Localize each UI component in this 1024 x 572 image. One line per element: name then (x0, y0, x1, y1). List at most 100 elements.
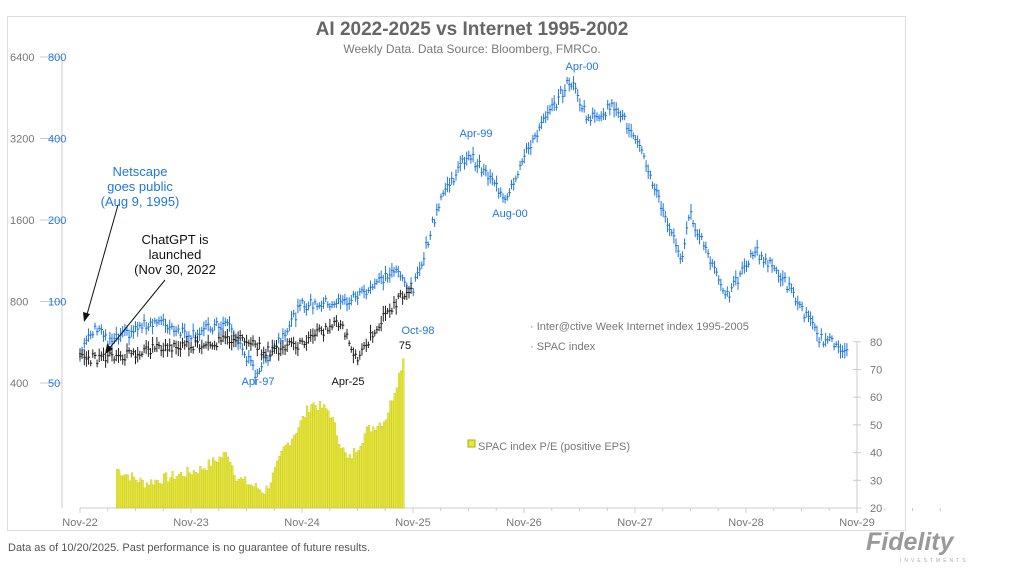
legend-pe-swatch (467, 439, 476, 448)
pe-bar (365, 426, 368, 509)
netscape-annotation: goes public (107, 179, 173, 194)
x-tick: Nov-25 (395, 517, 430, 529)
pe-bar (265, 485, 268, 509)
pe-bar (402, 358, 405, 509)
pe-bar (180, 472, 183, 509)
pe-bar (118, 469, 121, 509)
pe-bar (284, 444, 287, 509)
spac-index-line (79, 283, 413, 368)
pe-bar (303, 417, 307, 509)
pe-bar (372, 426, 375, 509)
pe-bar (143, 487, 146, 509)
pe-bar (152, 484, 155, 509)
pe-bar (133, 476, 136, 509)
pe-bar (288, 445, 292, 509)
pe-bar (212, 457, 215, 509)
y-right-tick: 30 (870, 475, 882, 487)
pe-bar (374, 430, 377, 509)
y-left-inner-tick: 100 (48, 297, 66, 309)
x-tick: Nov-29 (839, 517, 874, 529)
pe-bar (329, 417, 332, 509)
label-apr97: Apr-97 (241, 376, 274, 388)
pe-bar (359, 446, 362, 509)
pe-bar (145, 482, 148, 509)
y-left-inner-tick: 400 (48, 134, 66, 146)
chart-frame (7, 16, 906, 531)
pe-bar (158, 482, 161, 509)
pe-bar (301, 415, 304, 509)
label-aug00: Aug-00 (492, 208, 527, 220)
pe-bar (139, 477, 142, 509)
pe-bar (350, 458, 354, 509)
pe-bar (276, 460, 279, 509)
pe-bar (314, 405, 317, 509)
netscape-annotation: (Aug 9, 1995) (101, 194, 180, 209)
pe-bar (177, 474, 181, 509)
pe-bar (154, 479, 157, 509)
pe-bar (203, 468, 206, 509)
pe-bar (269, 482, 272, 509)
y-right-tick: 20 (870, 503, 882, 515)
pe-bar (263, 493, 266, 509)
pe-bar (130, 472, 134, 509)
pe-bar (162, 473, 166, 509)
y-left-outer-tick: 3200 (10, 134, 34, 146)
pe-bar (370, 431, 373, 509)
label-pe_last: 75 (399, 340, 411, 352)
pe-bar (376, 426, 379, 509)
pe-bar (391, 400, 394, 509)
pe-bar (382, 421, 386, 509)
pe-bar (327, 410, 330, 509)
chatgpt-annotation: launched (149, 247, 202, 262)
label-apr25: Apr-25 (331, 376, 364, 388)
legend-pe: SPAC index P/E (positive EPS) (478, 441, 630, 453)
y-right-tick: 50 (870, 420, 882, 432)
pe-bar (310, 404, 313, 509)
pe-bar (248, 484, 251, 509)
y-right-tick: 60 (870, 392, 882, 404)
pe-bar (331, 417, 334, 509)
footer-note: Data as of 10/20/2025. Past performance … (8, 542, 370, 554)
pe-bar (246, 484, 249, 509)
pe-bar (355, 452, 358, 509)
pe-bar (261, 492, 264, 509)
pe-bar (150, 479, 153, 509)
pe-bar (244, 476, 247, 509)
pe-bar (342, 447, 345, 509)
pe-bar (308, 411, 311, 509)
pe-bar (318, 401, 321, 509)
pe-bar (171, 471, 174, 509)
pe-bar (312, 402, 315, 509)
pe-bar (389, 400, 392, 509)
pe-bar (378, 422, 381, 509)
internet-index-line (79, 76, 849, 385)
pe-bar (207, 459, 210, 509)
pe-bar (393, 393, 396, 509)
pe-bar (135, 479, 138, 509)
pe-bar (115, 469, 119, 509)
pe-bar (227, 456, 230, 509)
pe-bar (306, 405, 309, 509)
y-left-outer-tick: 800 (10, 297, 28, 309)
pe-bar (120, 475, 123, 509)
fidelity-logo: Fidelity (866, 528, 954, 556)
pe-bar (344, 452, 347, 509)
pe-bar (237, 479, 240, 509)
pe-bar (346, 457, 349, 509)
pe-bar (160, 483, 163, 509)
pe-bar (395, 387, 398, 509)
pe-bar (286, 442, 289, 509)
pe-bar (368, 425, 371, 509)
pe-bar (126, 474, 129, 509)
pe-bar (201, 469, 204, 509)
x-tick: Nov-22 (62, 517, 97, 529)
y-left-outer-tick: 400 (10, 378, 28, 390)
pe-bar (220, 457, 223, 509)
x-tick: Nov-24 (284, 517, 319, 529)
y-right-tick: 40 (870, 448, 882, 460)
pe-bar (205, 470, 208, 509)
chatgpt-annotation: (Nov 30, 2022 (134, 262, 216, 277)
x-tick: Nov-23 (173, 517, 208, 529)
fidelity-logo-sub: INVESTMENTS (900, 558, 969, 564)
pe-bar (397, 372, 401, 509)
